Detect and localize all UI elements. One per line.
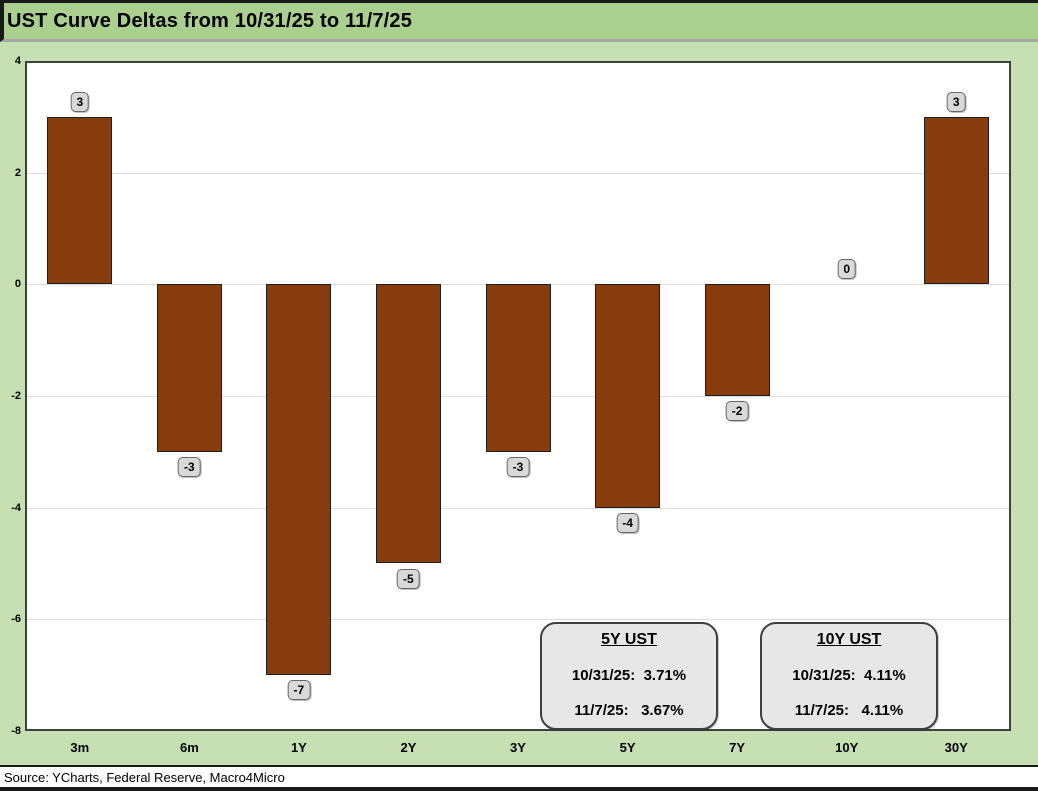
- bar-value-label-10Y: 0: [837, 259, 857, 280]
- x-tick-label-2Y: 2Y: [400, 740, 417, 755]
- bar-value-label-7Y: -2: [725, 401, 749, 421]
- bar-value-label-3m: 3: [70, 91, 90, 112]
- callout-5y-title: 5Y UST: [601, 631, 657, 648]
- bar-3Y: [485, 284, 551, 452]
- top-border: [0, 0, 1038, 3]
- callout-5y-ust: 5Y UST 10/31/25: 3.71% 11/7/25: 3.67%: [540, 622, 718, 730]
- gridline--6: [27, 619, 1009, 621]
- bar-6m: [156, 284, 222, 452]
- bar-1Y: [266, 284, 332, 676]
- x-tick-label-30Y: 30Y: [944, 740, 968, 755]
- x-tick-label-3Y: 3Y: [510, 740, 526, 755]
- chart-title: UST Curve Deltas from 10/31/25 to 11/7/2…: [7, 9, 413, 32]
- bar-value-label-2Y: -5: [397, 568, 420, 589]
- y-tick-label-2: 2: [14, 166, 21, 179]
- gridline-2: [27, 172, 1009, 174]
- y-tick-label--4: -4: [11, 501, 21, 514]
- bar-3m: [47, 116, 113, 285]
- bar-value-label-1Y: -7: [287, 680, 311, 701]
- y-tick-label-0: 0: [14, 278, 21, 291]
- source-text: Source: YCharts, Federal Reserve, Macro4…: [4, 769, 285, 785]
- y-tick-label--8: -8: [11, 725, 21, 737]
- chart-title-bar: UST Curve Deltas from 10/31/25 to 11/7/2…: [0, 3, 1038, 42]
- bar-value-label-5Y: -4: [616, 512, 639, 533]
- bar-7Y: [704, 284, 770, 396]
- gridline--4: [27, 507, 1009, 509]
- x-tick-label-6m: 6m: [179, 740, 199, 755]
- callout-10y-title: 10Y UST: [816, 631, 882, 648]
- bar-value-label-30Y: 3: [946, 91, 966, 112]
- x-tick-label-3m: 3m: [70, 740, 90, 755]
- x-tick-label-1Y: 1Y: [290, 740, 307, 755]
- source-strip: Source: YCharts, Federal Reserve, Macro4…: [0, 765, 1038, 787]
- callout-10y-line2: 11/7/25: 4.11%: [794, 702, 904, 719]
- x-tick-label-10Y: 10Y: [835, 740, 859, 755]
- bar-value-label-6m: -3: [177, 456, 201, 477]
- bar-value-label-3Y: -3: [506, 456, 530, 477]
- y-tick-label--2: -2: [11, 390, 21, 402]
- bottom-border: [0, 787, 1038, 791]
- x-tick-label-5Y: 5Y: [619, 740, 636, 755]
- callout-10y-ust: 10Y UST 10/31/25: 4.11% 11/7/25: 4.11%: [760, 622, 938, 730]
- callout-10y-line1: 10/31/25: 4.11%: [792, 667, 906, 684]
- bar-2Y: [375, 284, 441, 564]
- callout-5y-line1: 10/31/25: 3.71%: [571, 667, 687, 684]
- bar-30Y: [923, 116, 989, 285]
- y-tick-label-4: 4: [14, 55, 21, 67]
- bar-5Y: [595, 284, 661, 508]
- x-tick-label-7Y: 7Y: [729, 740, 746, 755]
- chart-region: 5Y UST 10/31/25: 3.71% 11/7/25: 3.67% 10…: [0, 42, 1038, 765]
- callout-5y-line2: 11/7/25: 3.67%: [574, 702, 684, 719]
- y-tick-label--6: -6: [11, 613, 21, 626]
